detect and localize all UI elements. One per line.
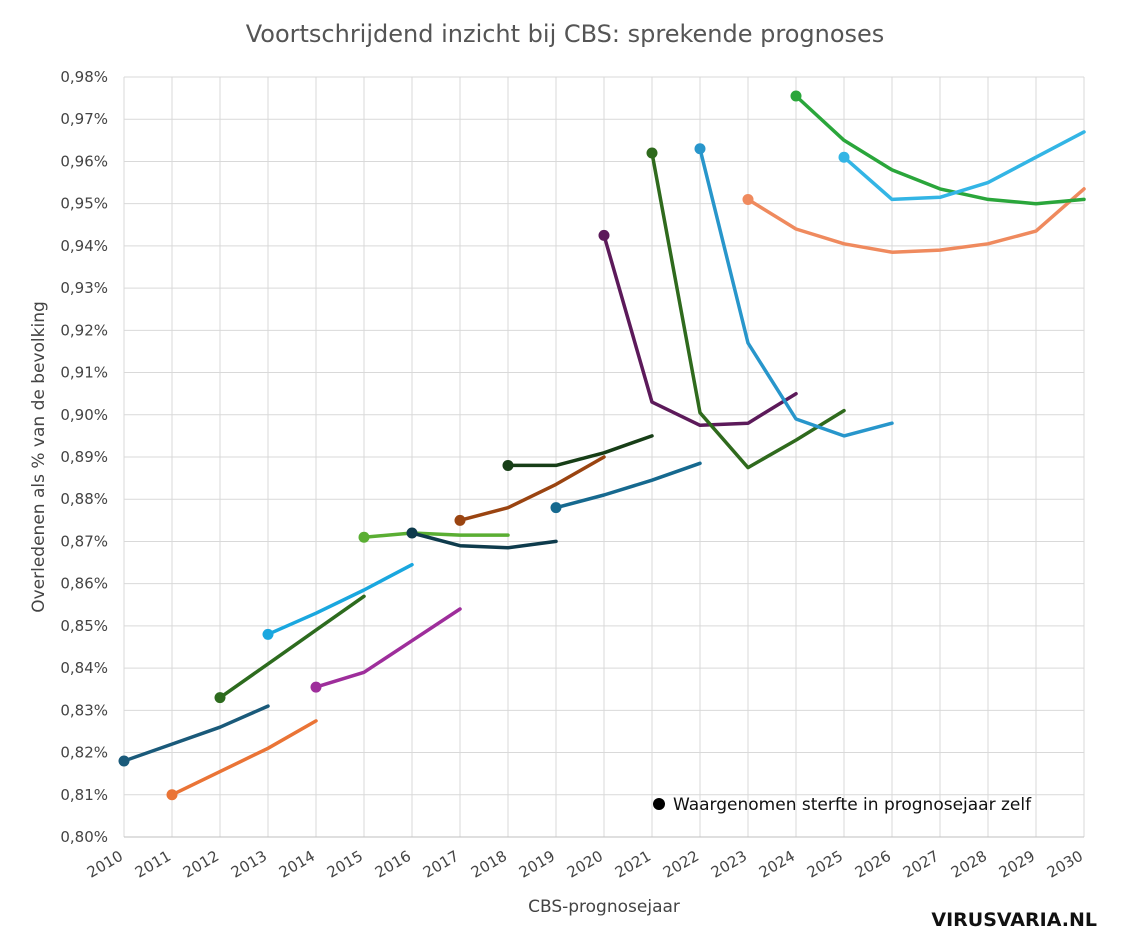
- y-tick-label: 0,94%: [60, 237, 108, 255]
- series-start-point: [790, 90, 802, 102]
- series-start-point: [694, 143, 706, 155]
- series-line: [170, 719, 318, 797]
- series-line: [122, 704, 270, 763]
- y-tick-label: 0,90%: [60, 406, 108, 424]
- chart-title: Voortschrijdend inzicht bij CBS: spreken…: [246, 20, 885, 48]
- series-start-point: [550, 502, 562, 514]
- series-line: [842, 130, 1086, 202]
- series-line: [314, 607, 462, 689]
- series-start-point: [838, 151, 850, 163]
- annotation-marker: [653, 798, 665, 810]
- y-tick-label: 0,88%: [60, 490, 108, 508]
- y-tick-label: 0,82%: [60, 744, 108, 762]
- y-axis-ticks: 0,80% 0,81% 0,82% 0,83% 0,84% 0,85% 0,86% 0,87%…: [60, 68, 108, 846]
- series-lines: [118, 90, 1086, 801]
- series-start-point: [214, 692, 226, 704]
- y-tick-label: 0,80%: [60, 828, 108, 846]
- y-tick-label: 0,81%: [60, 786, 108, 804]
- series-line: [362, 531, 510, 539]
- series-line: [266, 562, 414, 637]
- series-start-point: [262, 628, 274, 640]
- series-line: [746, 187, 1086, 254]
- y-tick-label: 0,89%: [60, 448, 108, 466]
- series-line: [458, 455, 606, 523]
- y-tick-label: 0,91%: [60, 364, 108, 382]
- y-tick-label: 0,92%: [60, 321, 108, 339]
- series-start-point: [310, 681, 322, 693]
- series-line: [410, 531, 558, 550]
- series-line: [602, 233, 798, 428]
- x-axis-label: CBS-prognosejaar: [528, 897, 680, 917]
- series-start-point: [598, 229, 610, 241]
- y-tick-label: 0,96%: [60, 152, 108, 170]
- y-tick-label: 0,86%: [60, 575, 108, 593]
- annotation-text: Waargenomen sterfte in prognosejaar zelf: [673, 795, 1032, 815]
- series-start-point: [358, 531, 370, 543]
- series-start-point: [502, 459, 514, 471]
- series-start-point: [742, 193, 754, 205]
- y-tick-label: 0,98%: [60, 68, 108, 86]
- series-start-point: [166, 789, 178, 801]
- series-line: [650, 151, 846, 470]
- y-tick-label: 0,83%: [60, 701, 108, 719]
- y-tick-label: 0,97%: [60, 110, 108, 128]
- series-start-point: [118, 755, 130, 767]
- series-line: [506, 434, 654, 468]
- y-tick-label: 0,84%: [60, 659, 108, 677]
- y-tick-label: 0,85%: [60, 617, 108, 635]
- series-line: [554, 461, 702, 510]
- y-tick-label: 0,87%: [60, 532, 108, 550]
- y-axis-label: Overledenen als % van de bevolking: [29, 301, 49, 613]
- series-line: [218, 594, 366, 700]
- series-start-point: [454, 514, 466, 526]
- watermark: VIRUSVARIA.NL: [931, 909, 1097, 931]
- series-line: [794, 94, 1086, 206]
- series-line: [698, 147, 894, 438]
- y-tick-label: 0,95%: [60, 195, 108, 213]
- series-start-point: [406, 527, 418, 539]
- series-start-point: [646, 147, 658, 159]
- y-tick-label: 0,93%: [60, 279, 108, 297]
